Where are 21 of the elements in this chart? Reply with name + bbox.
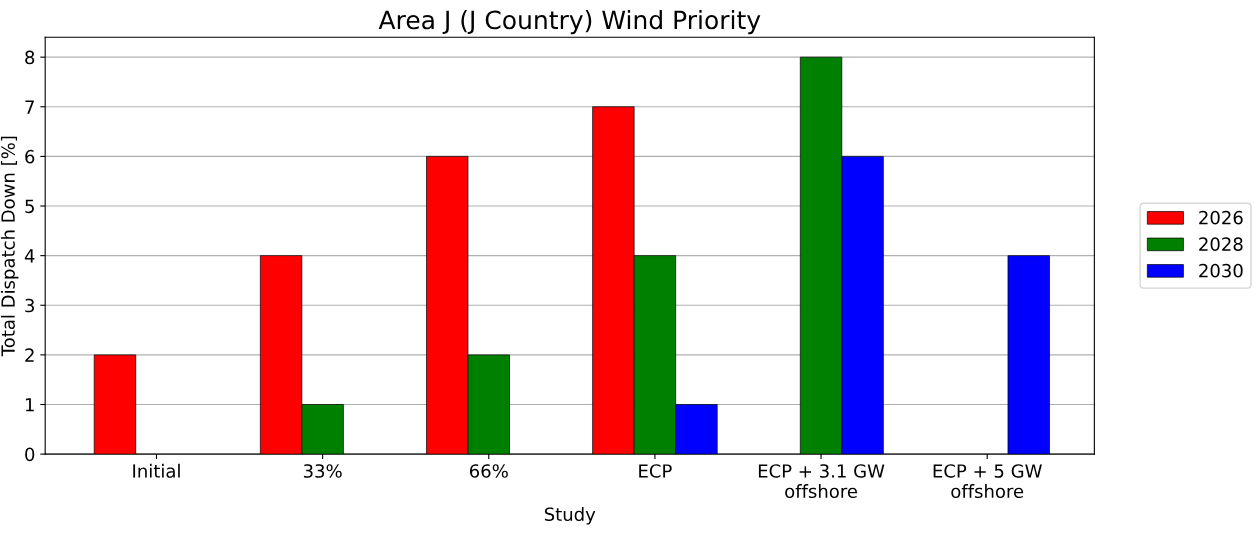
x-tick-label: Initial xyxy=(133,463,180,478)
y-tick-label: 5 xyxy=(25,199,34,214)
y-tick-label: 3 xyxy=(25,298,35,313)
y-tick-label: 2 xyxy=(25,348,34,362)
y-tick-label: 1 xyxy=(25,398,34,412)
y-tick-label: 8 xyxy=(25,50,35,65)
x-axis-title: Study xyxy=(544,507,596,525)
y-tick-label: 0 xyxy=(25,447,35,462)
y-tick-label: 7 xyxy=(25,100,34,114)
y-tick-label: 6 xyxy=(25,149,35,164)
legend-label: 2030 xyxy=(1199,263,1243,278)
x-tick-label: ECP + 3.1 GW offshore xyxy=(758,464,885,499)
x-tick-label: ECP + 5 GW offshore xyxy=(933,464,1042,499)
legend-label: 2028 xyxy=(1199,237,1243,251)
y-tick-label: 4 xyxy=(24,249,35,263)
x-tick-label: 33% xyxy=(303,464,342,478)
legend-label: 2026 xyxy=(1199,210,1243,225)
x-tick-label: 66% xyxy=(469,464,508,478)
chart-title: Area J (J Country) Wind Priority xyxy=(378,9,761,35)
x-tick-label: ECP xyxy=(639,464,672,478)
y-axis-title: Total Dispatch Down [%] xyxy=(0,136,19,357)
